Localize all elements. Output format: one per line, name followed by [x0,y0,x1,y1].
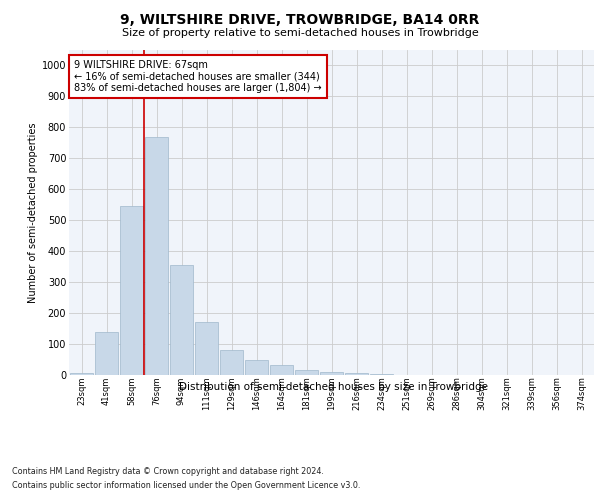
Text: 9 WILTSHIRE DRIVE: 67sqm
← 16% of semi-detached houses are smaller (344)
83% of : 9 WILTSHIRE DRIVE: 67sqm ← 16% of semi-d… [74,60,322,93]
Bar [70,372,93,375]
Bar [345,373,368,375]
Bar [95,332,118,375]
Bar [270,365,293,375]
Y-axis label: Number of semi-detached properties: Number of semi-detached properties [28,122,38,302]
Bar [145,136,168,375]
Text: Contains HM Land Registry data © Crown copyright and database right 2024.: Contains HM Land Registry data © Crown c… [12,468,324,476]
Bar [120,206,143,375]
Bar [370,374,393,375]
Bar [295,370,318,375]
Text: Contains public sector information licensed under the Open Government Licence v3: Contains public sector information licen… [12,481,361,490]
Text: Distribution of semi-detached houses by size in Trowbridge: Distribution of semi-detached houses by … [179,382,488,392]
Bar [245,360,268,375]
Bar [220,350,243,375]
Bar [170,265,193,375]
Text: 9, WILTSHIRE DRIVE, TROWBRIDGE, BA14 0RR: 9, WILTSHIRE DRIVE, TROWBRIDGE, BA14 0RR [121,12,479,26]
Text: Size of property relative to semi-detached houses in Trowbridge: Size of property relative to semi-detach… [122,28,478,38]
Bar [195,322,218,375]
Bar [320,372,343,375]
